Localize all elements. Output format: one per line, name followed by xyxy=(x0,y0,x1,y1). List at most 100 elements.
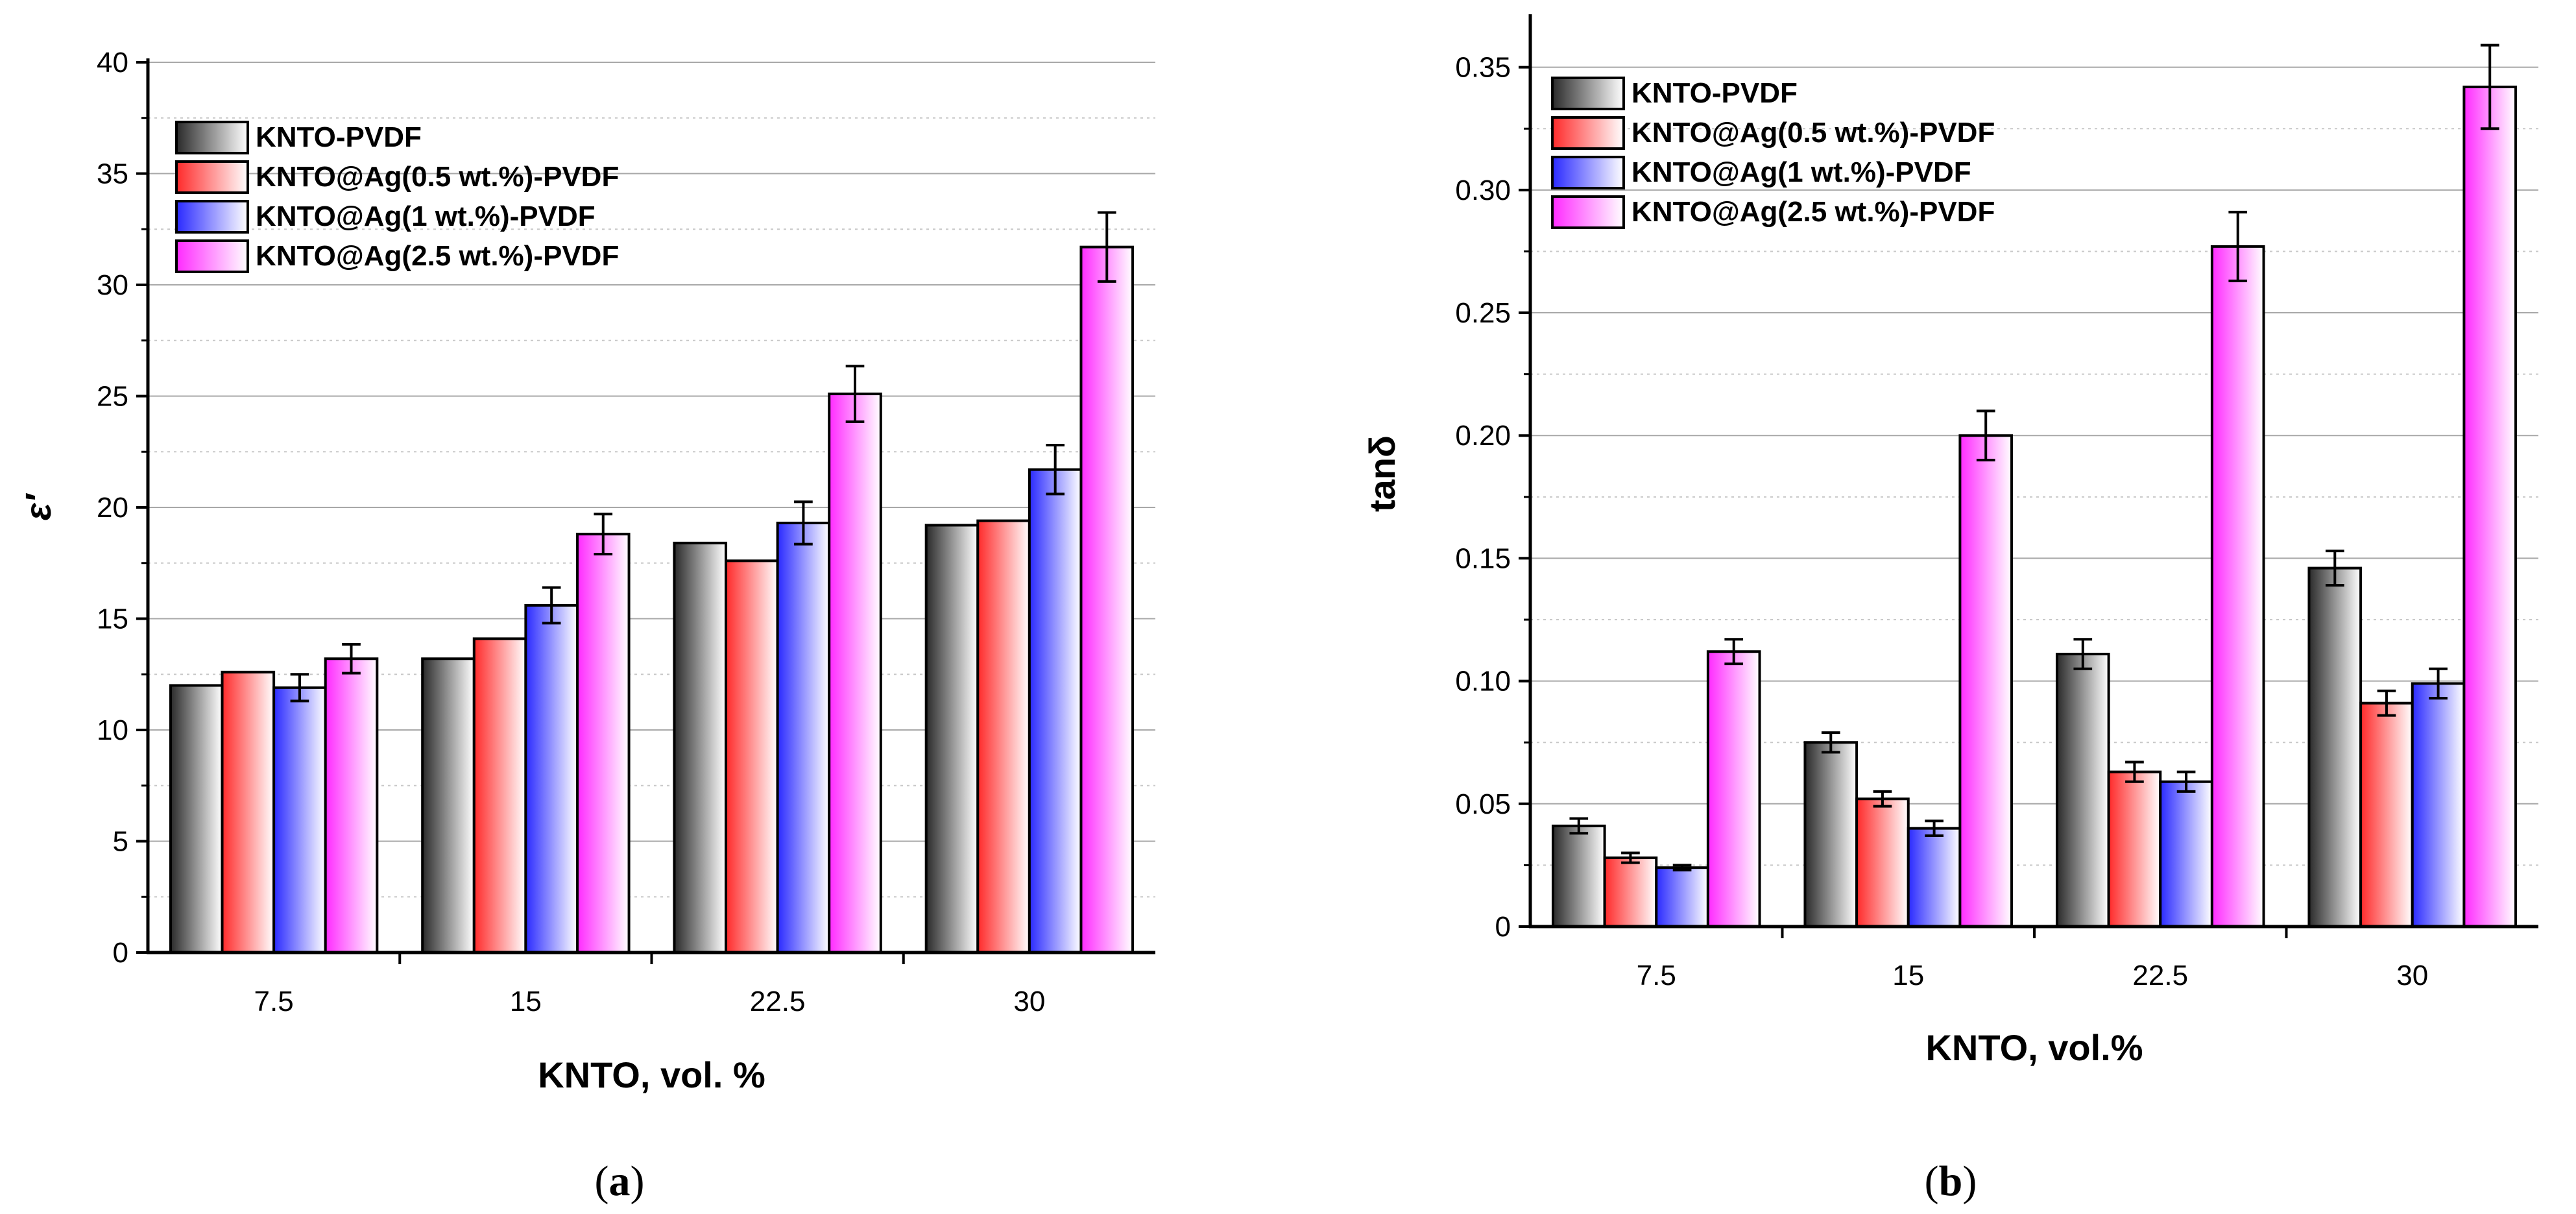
error-bar xyxy=(1621,851,1640,864)
error-bar xyxy=(1976,409,1995,462)
bar-1-15 xyxy=(472,637,527,954)
legend-label-2: KNTO@Ag(1 wt.%)-PVDF xyxy=(256,200,596,232)
bar-1-22.5 xyxy=(725,559,779,954)
bar-3-30 xyxy=(1079,245,1135,954)
error-bar xyxy=(1569,817,1589,835)
legend-swatch-0 xyxy=(175,121,249,154)
x-tick-label: 22.5 xyxy=(750,986,806,1017)
error-bar xyxy=(2480,43,2499,130)
bars xyxy=(169,211,1135,954)
x-tick-label: 15 xyxy=(510,986,542,1017)
legend: KNTO-PVDF KNTO@Ag(0.5 wt.%)-PVDF KNTO@Ag(1… xyxy=(175,121,619,273)
x-axis-title: KNTO, vol. % xyxy=(538,1054,765,1095)
bar-2-15 xyxy=(524,603,579,954)
y-tick-label: 20 xyxy=(97,492,128,524)
error-bar xyxy=(342,642,361,675)
legend-label-0: KNTO-PVDF xyxy=(256,121,422,153)
x-tick-label: 30 xyxy=(2396,960,2428,991)
bars xyxy=(1551,43,2518,929)
bar-0-15 xyxy=(421,657,475,954)
chart-panel-b: 0 0.05 0.10 0.15 0.20 0.25 0.30 0.35 7.5 15 22.5 30… xyxy=(1362,14,2538,1205)
y-tick-label: 0.05 xyxy=(1455,788,1511,820)
y-tick-label: 0.20 xyxy=(1455,420,1511,452)
y-tick-label: 0 xyxy=(1495,911,1511,943)
legend-swatch-2 xyxy=(175,200,249,234)
x-tick-label: 22.5 xyxy=(2132,960,2188,991)
error-bar xyxy=(794,500,813,546)
bar-3-15 xyxy=(1958,434,2014,928)
legend-label-3: KNTO@Ag(2.5 wt.%)-PVDF xyxy=(1631,196,1995,228)
bar-1-22.5 xyxy=(2107,770,2162,928)
legend-label-1: KNTO@Ag(0.5 wt.%)-PVDF xyxy=(256,161,619,193)
error-bar xyxy=(594,513,613,556)
bar-2-22.5 xyxy=(776,522,831,954)
error-bar xyxy=(2325,550,2344,587)
bar-2-22.5 xyxy=(2159,780,2213,928)
bar-0-22.5 xyxy=(673,541,728,954)
bar-3-22.5 xyxy=(828,393,882,954)
y-ticks: 0 0.05 0.10 0.15 0.20 0.25 0.30 0.35 xyxy=(1455,52,1530,943)
error-bar xyxy=(2125,760,2144,783)
y-ticks: 0 5 10 15 20 25 30 35 40 xyxy=(97,47,148,969)
bar-0-22.5 xyxy=(2055,653,2110,928)
bar-0-7.5 xyxy=(169,684,224,954)
major-gridlines xyxy=(1530,66,2538,805)
x-tick-label: 15 xyxy=(1892,960,1924,991)
bar-1-30 xyxy=(2359,701,2414,928)
x-tick-label: 7.5 xyxy=(254,986,294,1017)
error-bar xyxy=(2073,638,2093,670)
y-axis-title: tanδ xyxy=(1362,435,1402,512)
error-bar xyxy=(290,673,309,703)
bar-3-30 xyxy=(2462,85,2518,929)
x-ticks: 7.5 15 22.5 30 xyxy=(254,953,1045,1017)
legend-swatch-1 xyxy=(1551,116,1625,150)
bar-2-30 xyxy=(1028,468,1083,954)
bar-0-15 xyxy=(1803,741,1859,928)
bar-2-30 xyxy=(2411,682,2466,928)
y-axis-title: ε′ xyxy=(18,492,58,520)
legend-label-2: KNTO@Ag(1 wt.%)-PVDF xyxy=(1631,156,1971,188)
bar-0-7.5 xyxy=(1551,824,1606,928)
y-tick-label: 40 xyxy=(97,47,128,79)
panel-caption: (b) xyxy=(1925,1158,1977,1205)
bar-3-7.5 xyxy=(324,657,379,954)
bar-0-30 xyxy=(2307,566,2363,928)
error-bar xyxy=(1672,864,1692,871)
y-tick-label: 5 xyxy=(113,826,128,858)
error-bar xyxy=(1821,731,1840,754)
legend-swatch-1 xyxy=(175,160,249,194)
bar-3-7.5 xyxy=(1706,650,1761,928)
y-tick-label: 0.25 xyxy=(1455,297,1511,329)
chart-panel-a: 0 5 10 15 20 25 30 35 40 7.5 15 22.5 30 KNTO, vol. % ε… xyxy=(18,47,1155,1205)
legend-swatch-2 xyxy=(1551,156,1625,189)
bar-2-7.5 xyxy=(272,686,327,954)
x-axis-title: KNTO, vol.% xyxy=(1925,1027,2143,1068)
bar-1-7.5 xyxy=(221,670,276,954)
y-tick-label: 0.35 xyxy=(1455,52,1511,84)
error-bar xyxy=(1873,790,1892,808)
error-bar xyxy=(2228,210,2248,282)
error-bar xyxy=(2429,667,2448,700)
legend-label-3: KNTO@Ag(2.5 wt.%)-PVDF xyxy=(256,240,619,272)
y-tick-label: 0.10 xyxy=(1455,666,1511,698)
error-bar xyxy=(845,365,865,423)
legend: KNTO-PVDF KNTO@Ag(0.5 wt.%)-PVDF KNTO@Ag(1… xyxy=(1551,77,1995,229)
bar-2-7.5 xyxy=(1655,866,1709,929)
error-bar xyxy=(1925,819,1944,837)
bar-2-15 xyxy=(1907,827,1962,929)
error-bar xyxy=(542,586,561,625)
panel-caption-letter: a xyxy=(609,1158,631,1205)
x-tick-label: 7.5 xyxy=(1637,960,1676,991)
y-tick-label: 0.15 xyxy=(1455,542,1511,574)
y-tick-label: 0 xyxy=(113,937,128,969)
bar-3-15 xyxy=(575,533,631,954)
panel-caption: (a) xyxy=(595,1158,645,1205)
bar-3-22.5 xyxy=(2210,245,2265,929)
error-bar xyxy=(2377,689,2396,717)
panel-caption-letter: b xyxy=(1939,1158,1963,1205)
y-tick-label: 30 xyxy=(97,269,128,301)
y-tick-label: 35 xyxy=(97,158,128,190)
bar-1-7.5 xyxy=(1603,856,1658,929)
